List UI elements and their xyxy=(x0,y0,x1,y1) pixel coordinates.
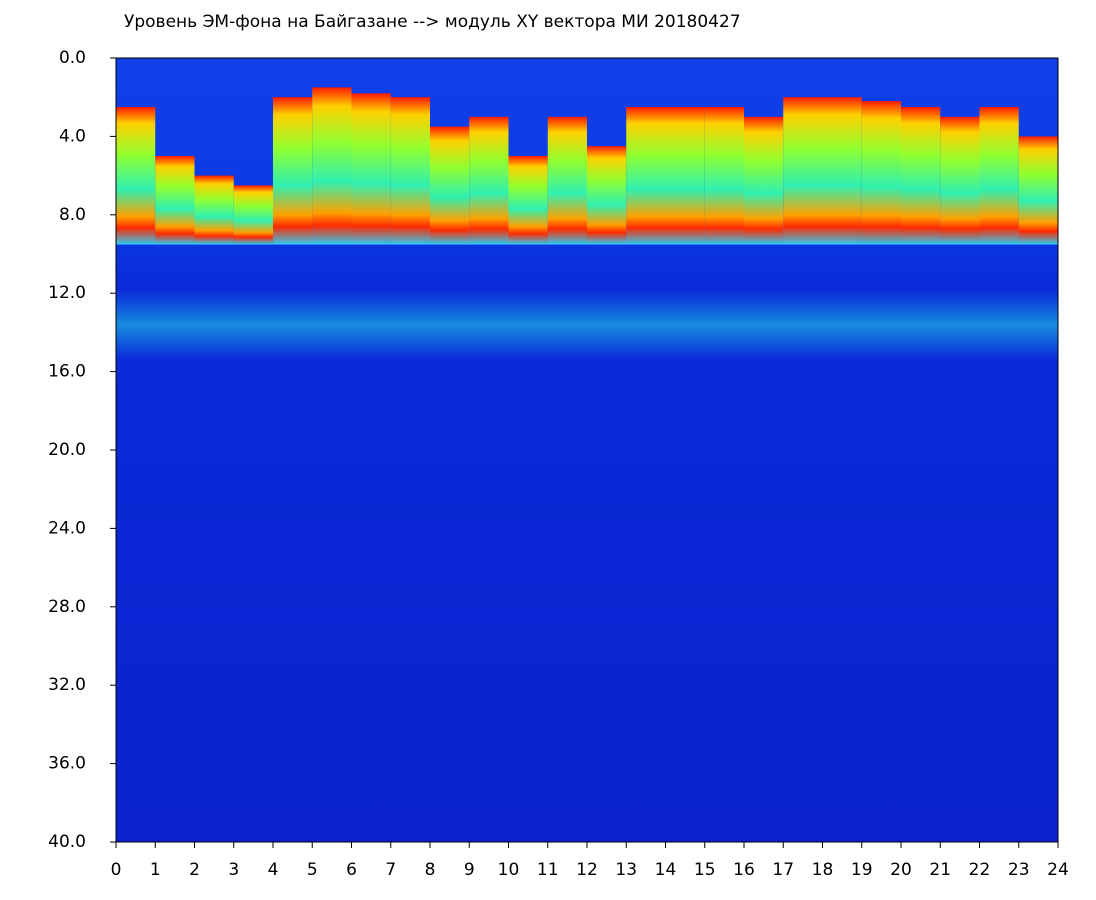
x-tick-label: 16 xyxy=(733,860,755,880)
activity-column xyxy=(430,126,470,245)
x-tick-label: 12 xyxy=(576,860,598,880)
y-tick-label: 32.0 xyxy=(48,675,86,695)
chart-title: Уровень ЭМ-фона на Байгазане --> модуль … xyxy=(124,12,741,32)
x-tick-label: 7 xyxy=(385,860,396,880)
activity-column xyxy=(273,97,313,245)
activity-column xyxy=(155,156,195,245)
x-tick-label: 22 xyxy=(969,860,991,880)
y-tick-label: 24.0 xyxy=(48,518,86,538)
x-tick-label: 10 xyxy=(498,860,520,880)
y-tick-label: 20.0 xyxy=(48,440,86,460)
x-tick-label: 18 xyxy=(812,860,834,880)
y-tick-label: 28.0 xyxy=(48,597,86,617)
y-tick-label: 8.0 xyxy=(59,205,86,225)
x-tick-label: 14 xyxy=(655,860,677,880)
activity-column xyxy=(744,116,784,245)
y-tick-label: 4.0 xyxy=(59,126,86,146)
activity-column xyxy=(508,156,548,245)
activity-column xyxy=(116,107,156,245)
activity-column xyxy=(547,116,587,245)
activity-column xyxy=(469,116,509,245)
activity-column xyxy=(626,107,666,245)
x-tick-label: 5 xyxy=(307,860,318,880)
activity-column xyxy=(783,97,823,245)
x-tick-label: 0 xyxy=(111,860,122,880)
x-tick-label: 19 xyxy=(851,860,873,880)
activity-column xyxy=(587,146,627,245)
x-tick-label: 1 xyxy=(150,860,161,880)
activity-column xyxy=(351,93,391,245)
x-tick-label: 2 xyxy=(189,860,200,880)
activity-column xyxy=(665,107,705,245)
x-tick-label: 6 xyxy=(346,860,357,880)
x-tick-label: 23 xyxy=(1008,860,1030,880)
x-tick-label: 15 xyxy=(694,860,716,880)
activity-column xyxy=(1018,136,1058,245)
x-tick-label: 3 xyxy=(228,860,239,880)
y-tick-label: 0.0 xyxy=(59,48,86,68)
x-tick-label: 11 xyxy=(537,860,559,880)
activity-column xyxy=(901,107,941,245)
y-tick-label: 16.0 xyxy=(48,362,86,382)
x-tick-label: 20 xyxy=(890,860,912,880)
activity-column xyxy=(312,87,352,245)
activity-column xyxy=(822,97,862,245)
x-tick-label: 24 xyxy=(1047,860,1069,880)
x-tick-label: 13 xyxy=(615,860,637,880)
activity-column xyxy=(940,116,980,245)
activity-column xyxy=(390,97,430,245)
activity-column xyxy=(861,101,901,245)
activity-column xyxy=(233,185,273,245)
x-tick-label: 9 xyxy=(464,860,475,880)
x-tick-label: 21 xyxy=(929,860,951,880)
y-tick-label: 12.0 xyxy=(48,283,86,303)
background-band xyxy=(116,290,1058,360)
activity-column xyxy=(704,107,744,245)
y-tick-label: 40.0 xyxy=(48,832,86,852)
y-tick-label: 36.0 xyxy=(48,754,86,774)
x-tick-label: 4 xyxy=(268,860,279,880)
activity-column xyxy=(194,175,234,245)
x-tick-label: 17 xyxy=(772,860,794,880)
activity-column xyxy=(979,107,1019,245)
x-tick-label: 8 xyxy=(425,860,436,880)
